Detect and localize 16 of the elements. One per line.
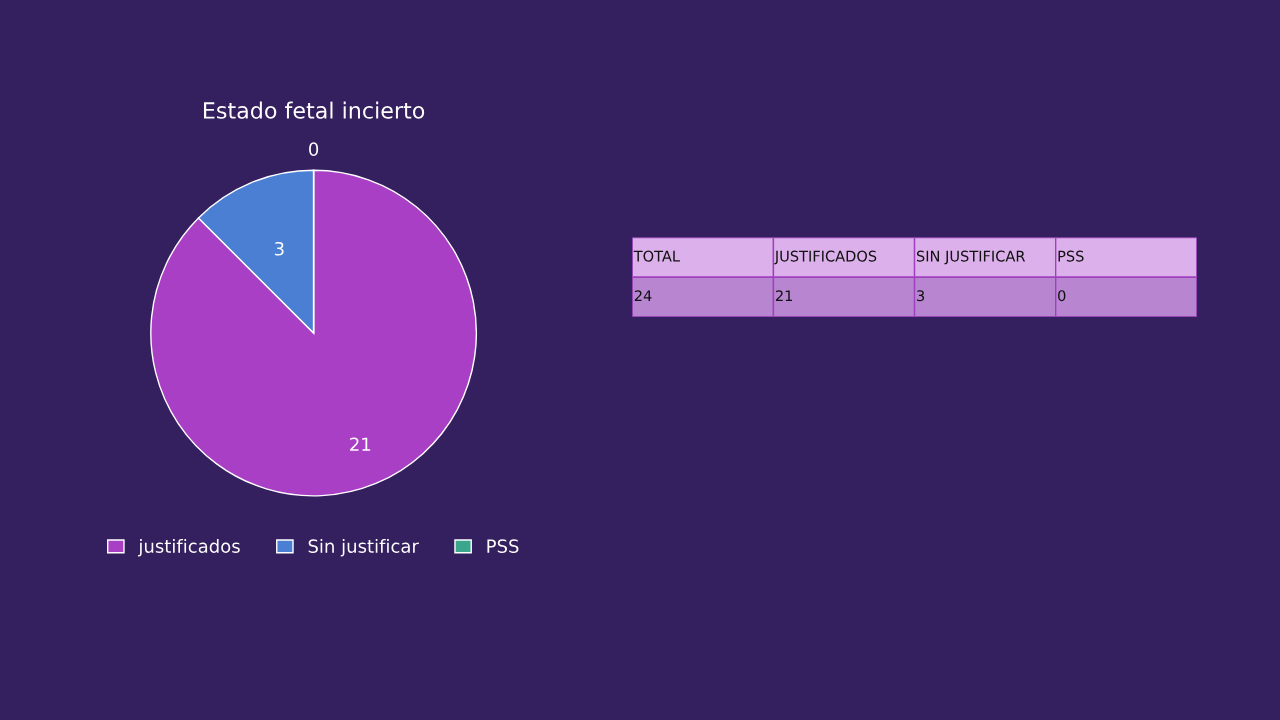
- category-label: JUSTIFICADOS: [774, 250, 877, 265]
- text: 0: [309, 142, 319, 156]
- data-label: 21: [775, 290, 793, 302]
- category-label: PSS: [1058, 250, 1084, 262]
- category-label: SIN JUSTIFICAR: [916, 250, 1026, 265]
- data-label: 21: [350, 437, 371, 451]
- pie-slice: [150, 169, 478, 497]
- chart-title: Estado fetal incierto: [204, 101, 425, 119]
- legend-label: PSS: [487, 539, 519, 553]
- data-label: 24: [634, 290, 652, 302]
- legend-label: Sin justificar: [308, 538, 419, 557]
- category-label: TOTAL: [633, 250, 680, 262]
- legend-label: justificados: [138, 538, 240, 557]
- data-label: 0: [1058, 290, 1066, 302]
- data-label: 3: [274, 241, 284, 256]
- data-label: 3: [917, 290, 925, 302]
